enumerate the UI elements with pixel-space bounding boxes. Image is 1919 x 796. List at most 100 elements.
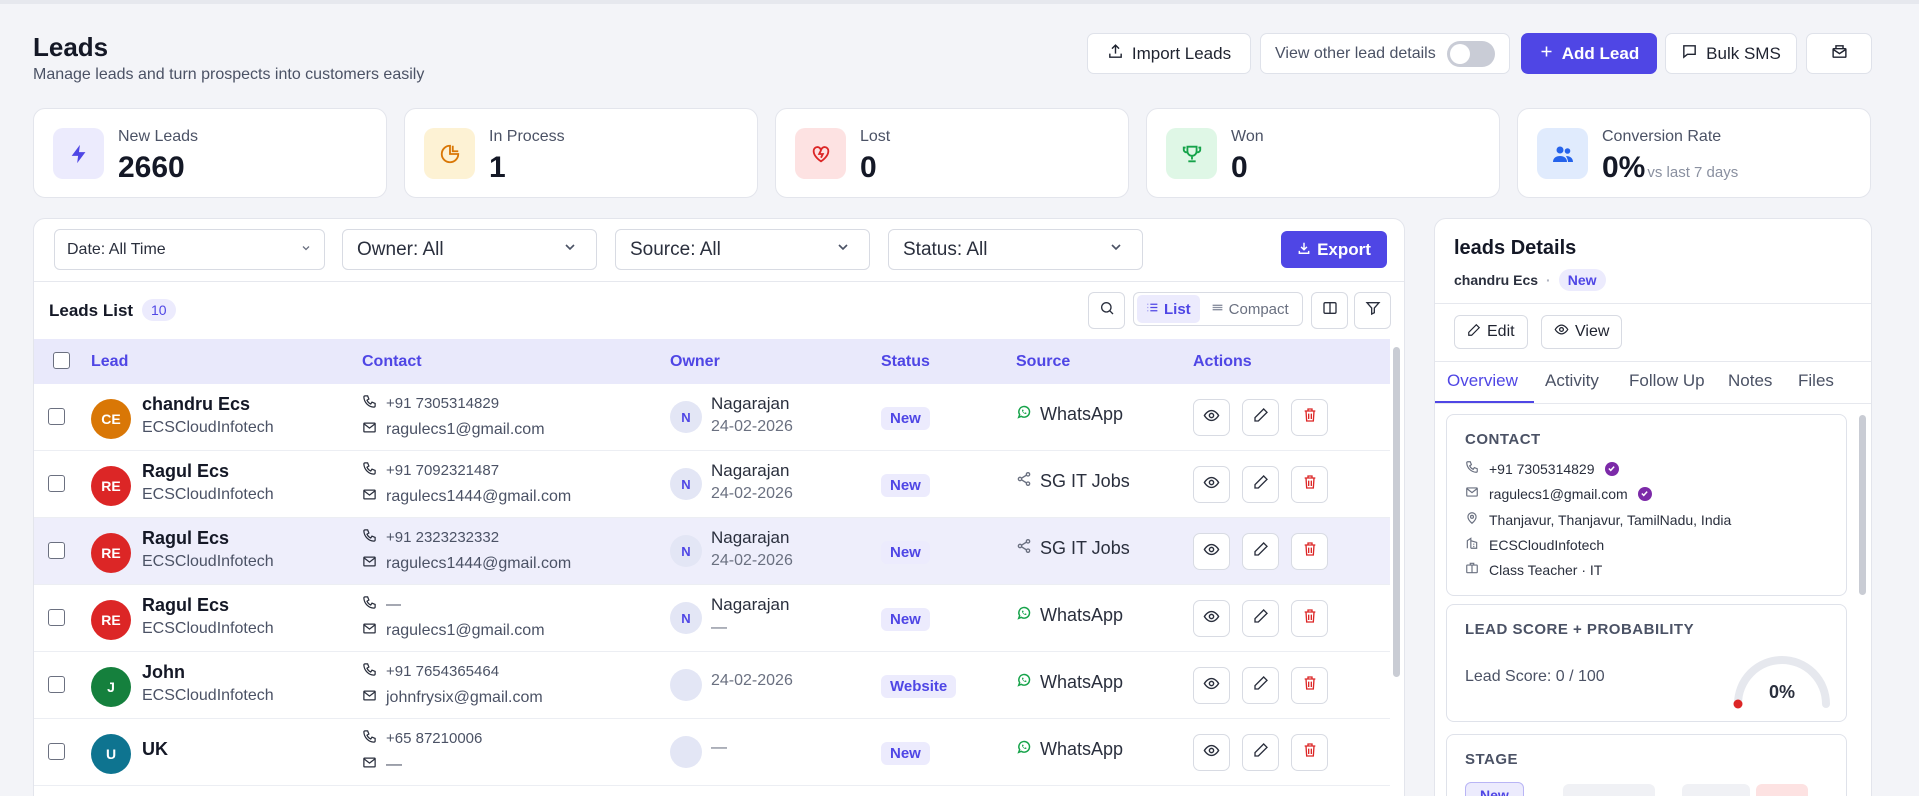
tab-notes[interactable]: Notes	[1728, 371, 1773, 390]
edit-lead-button[interactable]: Edit	[1454, 315, 1528, 349]
lead-name[interactable]: Ragul Ecs	[142, 461, 230, 481]
column-header-lead[interactable]: Lead	[91, 353, 129, 370]
view-lead-button[interactable]: View	[1541, 315, 1623, 349]
column-header-source[interactable]: Source	[1016, 353, 1071, 370]
stat-value: 1	[489, 151, 506, 184]
mail-button[interactable]	[1806, 33, 1872, 74]
lead-name[interactable]: John	[142, 662, 185, 682]
source-filter[interactable]: Source: All	[615, 229, 870, 270]
table-row[interactable]: RE Ragul Ecs ECSCloudInfotech +91 232323…	[34, 518, 1390, 585]
column-header-status[interactable]: Status	[881, 353, 930, 370]
view-button[interactable]	[1193, 600, 1230, 637]
table-row[interactable]: RE Ragul Ecs ECSCloudInfotech +91 709232…	[34, 451, 1390, 518]
filter-button[interactable]	[1354, 292, 1391, 329]
view-button[interactable]	[1193, 734, 1230, 771]
edit-button[interactable]	[1242, 466, 1279, 503]
contact-email: ragulecs1444@gmail.com	[362, 554, 571, 574]
delete-button[interactable]	[1291, 466, 1328, 503]
row-checkbox[interactable]	[48, 609, 65, 626]
tab-overview[interactable]: Overview	[1447, 371, 1518, 390]
message-icon	[1681, 43, 1698, 65]
lead-date: 24-02-2026	[711, 672, 793, 689]
status-badge: New	[881, 608, 930, 631]
lead-score-text: Lead Score: 0 / 100	[1465, 668, 1605, 685]
import-leads-button[interactable]: Import Leads	[1087, 33, 1251, 74]
columns-button[interactable]	[1311, 292, 1348, 329]
stage-step[interactable]	[1563, 784, 1655, 796]
select-all-checkbox[interactable]	[53, 352, 70, 369]
status-filter[interactable]: Status: All	[888, 229, 1143, 270]
stage-step-lost[interactable]	[1756, 784, 1808, 796]
tab-activity[interactable]: Activity	[1545, 371, 1599, 390]
lead-name[interactable]: Ragul Ecs	[142, 595, 230, 615]
edit-button[interactable]	[1242, 533, 1279, 570]
tab-follow-up[interactable]: Follow Up	[1629, 371, 1705, 390]
edit-button[interactable]	[1242, 734, 1279, 771]
delete-button[interactable]	[1291, 734, 1328, 771]
view-compact-option[interactable]: Compact	[1202, 295, 1298, 323]
plus-icon	[1539, 44, 1554, 64]
bulk-sms-button[interactable]: Bulk SMS	[1665, 33, 1797, 74]
date-filter[interactable]: Date: All Time	[54, 229, 325, 270]
table-row[interactable]: CE chandru Ecs ECSCloudInfotech +91 7305…	[34, 384, 1390, 451]
lead-name[interactable]: chandru Ecs	[142, 394, 251, 414]
owner-name: Nagarajan	[711, 595, 790, 614]
eye-icon	[1203, 742, 1220, 764]
status-badge: New	[881, 407, 930, 430]
pencil-icon	[1253, 474, 1269, 495]
list-count-badge: 10	[142, 299, 176, 321]
row-checkbox[interactable]	[48, 542, 65, 559]
edit-button[interactable]	[1242, 399, 1279, 436]
row-checkbox[interactable]	[48, 475, 65, 492]
mail-icon	[362, 755, 377, 775]
edit-button[interactable]	[1242, 667, 1279, 704]
divider	[1435, 303, 1871, 304]
mail-icon	[1465, 485, 1479, 502]
lead-name[interactable]: Ragul Ecs	[142, 528, 230, 548]
share-icon	[1016, 471, 1032, 492]
contact-phone: +91 7305314829	[362, 394, 499, 413]
row-checkbox[interactable]	[48, 676, 65, 693]
view-button[interactable]	[1193, 533, 1230, 570]
row-checkbox[interactable]	[48, 743, 65, 760]
view-other-toggle[interactable]	[1447, 40, 1495, 67]
delete-button[interactable]	[1291, 399, 1328, 436]
table-row[interactable]: J John ECSCloudInfotech +91 7654365464 j…	[34, 652, 1390, 719]
delete-button[interactable]	[1291, 533, 1328, 570]
column-header-owner[interactable]: Owner	[670, 353, 720, 370]
owner-avatar: N	[670, 401, 702, 433]
lead-company: ECSCloudInfotech	[142, 486, 274, 503]
view-button[interactable]	[1193, 466, 1230, 503]
table-row[interactable]: RE Ragul Ecs ECSCloudInfotech — ragulecs…	[34, 585, 1390, 652]
owner-name: Nagarajan	[711, 394, 790, 413]
view-list-option[interactable]: List	[1137, 295, 1200, 323]
edit-button[interactable]	[1242, 600, 1279, 637]
heart-broken-icon	[795, 128, 846, 179]
view-button[interactable]	[1193, 399, 1230, 436]
table-header: Lead Contact Owner Status Source Actions	[34, 339, 1390, 384]
contact-email: johnfrysix@gmail.com	[362, 688, 543, 708]
trash-icon	[1302, 742, 1318, 763]
row-checkbox[interactable]	[48, 408, 65, 425]
contact-phone: —	[362, 595, 401, 614]
contact-phone-item: +91 7305314829	[1465, 460, 1619, 477]
delete-button[interactable]	[1291, 600, 1328, 637]
view-button[interactable]	[1193, 667, 1230, 704]
table-row[interactable]: U UK +65 87210006 — — New WhatsApp	[34, 719, 1390, 786]
avatar: RE	[91, 466, 131, 506]
export-button[interactable]: Export	[1281, 231, 1387, 268]
search-button[interactable]	[1088, 292, 1125, 329]
lead-name[interactable]: UK	[142, 739, 168, 759]
tab-files[interactable]: Files	[1798, 371, 1834, 390]
table-scrollbar[interactable]	[1393, 347, 1400, 677]
stage-step[interactable]	[1682, 784, 1750, 796]
owner-avatar: N	[670, 468, 702, 500]
avatar: U	[91, 734, 131, 774]
details-scrollbar[interactable]	[1859, 415, 1866, 595]
owner-filter[interactable]: Owner: All	[342, 229, 597, 270]
delete-button[interactable]	[1291, 667, 1328, 704]
add-lead-button[interactable]: Add Lead	[1521, 33, 1657, 74]
chevron-down-icon	[835, 239, 851, 261]
column-header-contact[interactable]: Contact	[362, 353, 422, 370]
stage-current[interactable]: New	[1465, 782, 1524, 796]
